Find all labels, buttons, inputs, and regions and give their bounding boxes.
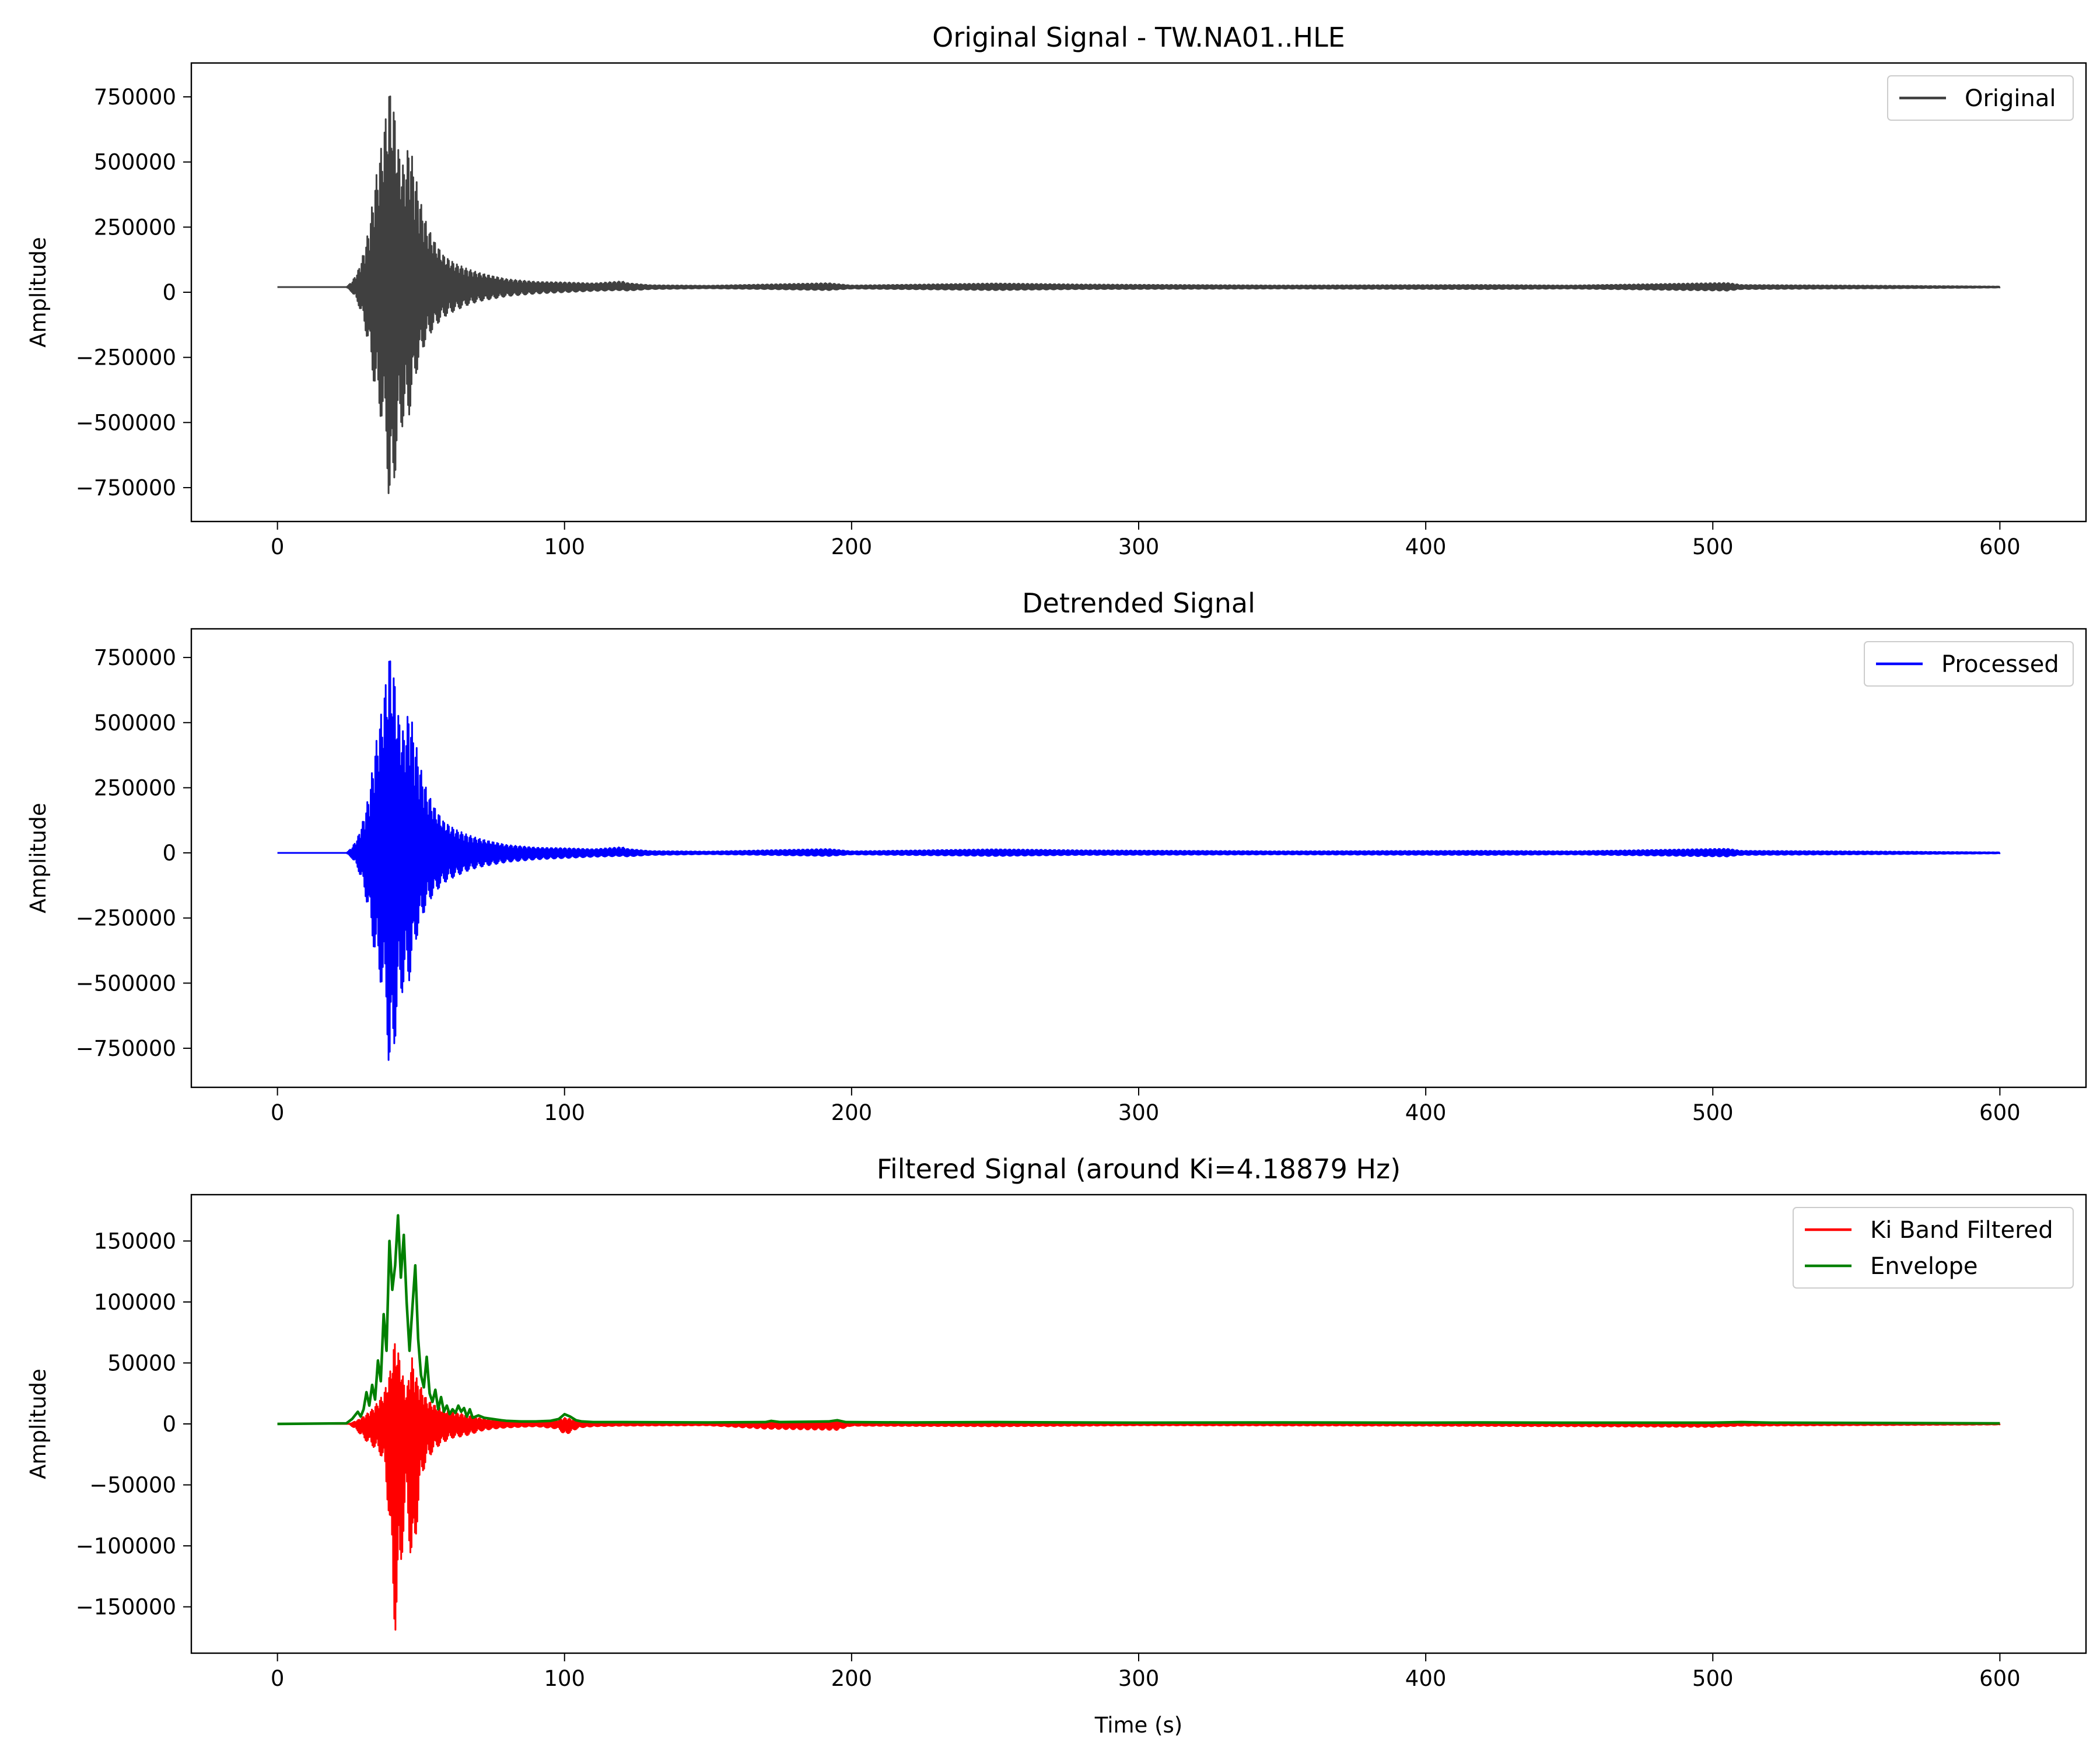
x-axis-label: Time (s) [1094,1713,1182,1738]
x-tick-label: 100 [544,1666,585,1691]
plot-area [276,660,2001,1061]
panel-2: Detrended Signal Amplitude 0 100 200 300 400 50… [26,587,2087,1125]
x-tick-label: 0 [271,534,285,559]
chart-title: Filtered Signal (around Ki=4.18879 Hz) [877,1153,1401,1185]
panel-3: Filtered Signal (around Ki=4.18879 Hz) Am… [26,1153,2087,1738]
legend-box [1887,75,2074,121]
panel-1: Original Signal - TW.NA01..HLE Amplitude 0… [26,22,2087,559]
x-tick-label: 500 [1692,534,1734,559]
series-line-2 [277,1214,2000,1426]
y-tick-label: 750000 [94,85,176,110]
x-tick-label: 0 [271,1666,285,1691]
x-tick-label: 300 [1118,1666,1160,1691]
series-line-1 [276,95,2001,494]
y-tick-label: −750000 [76,1036,176,1061]
legend: Ki Band Filtered Envelope [1793,1207,2074,1289]
legend-box [1864,641,2074,687]
y-tick-label: −50000 [89,1473,176,1498]
legend-box [1793,1207,2074,1289]
y-tick-label: 500000 [94,150,176,175]
y-tick-label: −250000 [76,906,176,931]
chart-title: Original Signal - TW.NA01..HLE [932,22,1345,53]
y-tick-label: 750000 [94,645,176,670]
plot-area [276,1214,2001,1631]
x-tick-label: 0 [271,1100,285,1125]
x-tick-label: 100 [544,534,585,559]
y-tick-label: 50000 [107,1350,176,1376]
y-tick-label: 0 [162,1412,176,1437]
legend-label: Original [1965,85,2056,112]
x-tick-label: 200 [831,1100,873,1125]
y-axis-label: Amplitude [26,1368,51,1479]
x-tick-label: 400 [1405,1666,1447,1691]
plot-area [276,95,2001,494]
y-tick-label: −100000 [76,1534,176,1559]
x-tick-label: 500 [1692,1100,1734,1125]
legend-label: Envelope [1870,1253,1978,1280]
x-tick-label: 300 [1118,534,1160,559]
x-tick-label: 200 [831,1666,873,1691]
y-tick-label: −150000 [76,1595,176,1620]
legend-label: Processed [1941,651,2059,678]
y-tick-label: 500000 [94,710,176,736]
x-tick-label: 500 [1692,1666,1734,1691]
y-axis-label: Amplitude [26,237,51,348]
y-tick-label: 0 [162,841,176,866]
legend-label: Ki Band Filtered [1870,1217,2053,1244]
x-tick-label: 600 [1979,1666,2021,1691]
x-tick-label: 100 [544,1100,585,1125]
legend: Original [1887,75,2074,121]
y-tick-label: −500000 [76,410,176,435]
x-tick-label: 200 [831,534,873,559]
x-tick-label: 400 [1405,534,1447,559]
y-axis-label: Amplitude [26,803,51,914]
y-tick-label: 100000 [94,1290,176,1315]
series-line-1 [276,660,2001,1061]
chart-title: Detrended Signal [1022,587,1255,619]
y-tick-label: 250000 [94,215,176,240]
y-tick-label: 250000 [94,775,176,800]
x-tick-label: 300 [1118,1100,1160,1125]
legend: Processed [1864,641,2074,687]
y-tick-label: 0 [162,280,176,305]
x-tick-label: 600 [1979,1100,2021,1125]
x-tick-label: 400 [1405,1100,1447,1125]
y-tick-label: −750000 [76,475,176,501]
x-tick-label: 600 [1979,534,2021,559]
y-tick-label: −500000 [76,971,176,996]
y-tick-label: 150000 [94,1228,176,1254]
y-tick-label: −250000 [76,345,176,370]
